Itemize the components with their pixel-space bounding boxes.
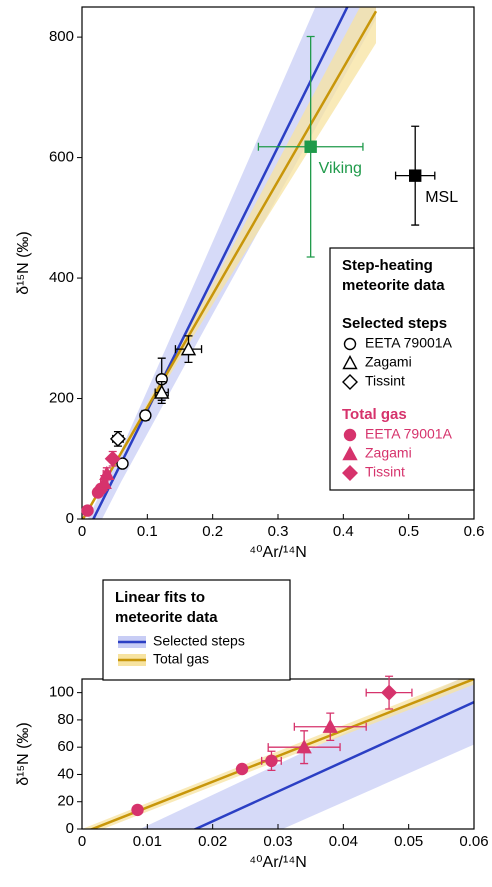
legend-group-title: Total gas bbox=[342, 406, 407, 423]
x-tick-label: 0.6 bbox=[464, 523, 485, 540]
y-tick-label: 80 bbox=[57, 711, 74, 728]
y-tick-label: 0 bbox=[66, 820, 74, 837]
marker-circle bbox=[131, 803, 144, 817]
x-tick-label: 0.04 bbox=[329, 833, 358, 850]
legend-group-title: Selected steps bbox=[342, 315, 447, 332]
marker-triangle bbox=[296, 739, 312, 754]
point-label: Viking bbox=[319, 160, 362, 177]
x-tick-label: 0.5 bbox=[398, 523, 419, 540]
legend-label: Tissint bbox=[365, 373, 405, 389]
marker-square bbox=[304, 140, 317, 153]
marker-circle bbox=[116, 457, 129, 470]
legend-title: Linear fits to bbox=[115, 589, 205, 606]
x-tick-label: 0.06 bbox=[459, 833, 488, 850]
legend-title: Step-heating bbox=[342, 257, 433, 274]
y-tick-label: 200 bbox=[49, 389, 74, 406]
marker-triangle bbox=[322, 718, 338, 733]
marker-circle bbox=[235, 762, 249, 776]
y-tick-label: 600 bbox=[49, 149, 74, 166]
x-tick-label: 0.01 bbox=[133, 833, 162, 850]
x-tick-label: 0.2 bbox=[202, 523, 223, 540]
x-tick-label: 0 bbox=[78, 833, 86, 850]
legend-label: Zagami bbox=[365, 354, 412, 370]
marker-triangle bbox=[96, 474, 112, 490]
x-tick-label: 0.4 bbox=[333, 523, 354, 540]
x-axis-label: ⁴⁰Ar/¹⁴N bbox=[249, 854, 307, 871]
marker-diamond bbox=[104, 450, 121, 467]
marker-diamond bbox=[342, 374, 358, 390]
legend-label: Total gas bbox=[153, 651, 209, 667]
marker-circle bbox=[81, 504, 94, 517]
legend-label: Selected steps bbox=[153, 633, 245, 649]
fit-line bbox=[192, 700, 474, 829]
y-axis-label: δ¹⁵N (‰) bbox=[15, 231, 32, 295]
fit-line bbox=[88, 679, 474, 829]
legend-label: Zagami bbox=[365, 445, 412, 461]
y-tick-label: 40 bbox=[57, 765, 74, 782]
marker-square bbox=[409, 169, 422, 182]
marker-triangle bbox=[99, 465, 115, 481]
x-tick-label: 0 bbox=[78, 523, 86, 540]
legend-title: meteorite data bbox=[342, 277, 445, 294]
y-tick-label: 20 bbox=[57, 793, 74, 810]
marker-diamond bbox=[342, 465, 358, 481]
x-tick-label: 0.03 bbox=[263, 833, 292, 850]
marker-triangle bbox=[180, 341, 197, 356]
x-axis-label: ⁴⁰Ar/¹⁴N bbox=[249, 544, 307, 561]
marker-circle bbox=[343, 337, 357, 351]
y-tick-label: 100 bbox=[49, 684, 74, 701]
marker-triangle bbox=[342, 355, 358, 370]
legend-title: meteorite data bbox=[115, 609, 218, 626]
marker-triangle bbox=[342, 446, 358, 461]
y-axis-label: δ¹⁵N (‰) bbox=[15, 722, 32, 786]
point-label: MSL bbox=[425, 189, 458, 206]
legend-label: EETA 79001A bbox=[365, 335, 453, 351]
y-tick-label: 400 bbox=[49, 269, 74, 286]
y-tick-label: 800 bbox=[49, 28, 74, 45]
legend-label: EETA 79001A bbox=[365, 426, 453, 442]
legend-label: Tissint bbox=[365, 464, 405, 480]
x-tick-label: 0.1 bbox=[137, 523, 158, 540]
x-tick-label: 0.3 bbox=[268, 523, 289, 540]
plot-area bbox=[82, 679, 474, 829]
y-tick-label: 60 bbox=[57, 738, 74, 755]
marker-circle bbox=[139, 409, 152, 422]
x-tick-label: 0.02 bbox=[198, 833, 227, 850]
marker-circle bbox=[343, 428, 357, 442]
y-tick-label: 0 bbox=[66, 510, 74, 527]
marker-triangle bbox=[154, 384, 170, 399]
fit-line bbox=[91, 7, 349, 519]
marker-diamond bbox=[109, 430, 126, 447]
marker-circle bbox=[265, 754, 278, 768]
marker-diamond bbox=[381, 684, 398, 701]
x-tick-label: 0.05 bbox=[394, 833, 423, 850]
